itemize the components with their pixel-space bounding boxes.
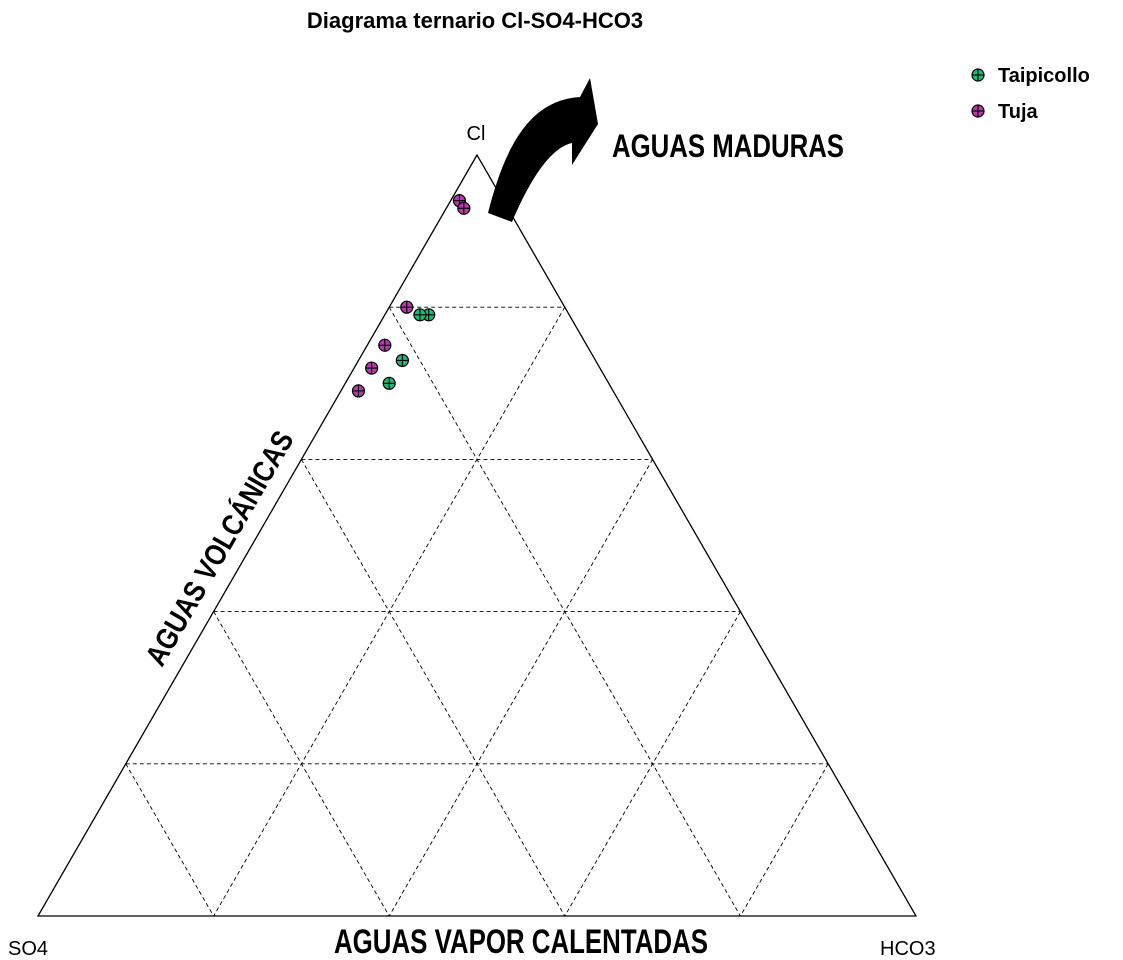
legend-label-1: Tuja	[998, 101, 1039, 123]
data-points	[351, 194, 471, 398]
data-point-1-3	[378, 338, 392, 352]
data-point-1-4	[365, 361, 379, 375]
gridline-hco3-60	[564, 611, 741, 917]
data-point-1-1	[457, 201, 471, 215]
gridline-so4-80	[125, 763, 214, 917]
legend-label-0: Taipicollo	[998, 65, 1090, 87]
maduras-arrow-icon	[488, 78, 598, 222]
annotation-aguas-maduras: AGUAS MADURAS	[612, 128, 844, 164]
vertex-label-cl: Cl	[467, 123, 486, 145]
data-point-0-2	[395, 353, 409, 368]
legend: Taipicollo Tuja	[971, 65, 1090, 123]
annotation-aguas-vapor-calentadas: AGUAS VAPOR CALENTADAS	[334, 923, 708, 960]
gridline-hco3-80	[740, 763, 829, 917]
ternary-triangle-outline	[36, 153, 918, 917]
data-point-1-2	[400, 300, 414, 314]
vertex-label-hco3: HCO3	[880, 938, 936, 960]
legend-marker-0	[971, 68, 985, 82]
gridline-hco3-40	[388, 459, 653, 917]
ternary-grid	[125, 306, 829, 917]
gridline-so4-40	[301, 459, 566, 917]
data-point-0-1	[413, 308, 427, 322]
gridline-so4-60	[213, 611, 390, 917]
data-point-1-5	[351, 384, 366, 398]
vertex-label-so4: SO4	[8, 938, 48, 960]
data-point-0-3	[382, 376, 396, 390]
annotation-aguas-volcanicas: AGUAS VOLCÁNICAS	[139, 425, 301, 671]
chart-title: Diagrama ternario Cl-SO4-HCO3	[307, 8, 643, 33]
legend-marker-1	[971, 104, 985, 118]
